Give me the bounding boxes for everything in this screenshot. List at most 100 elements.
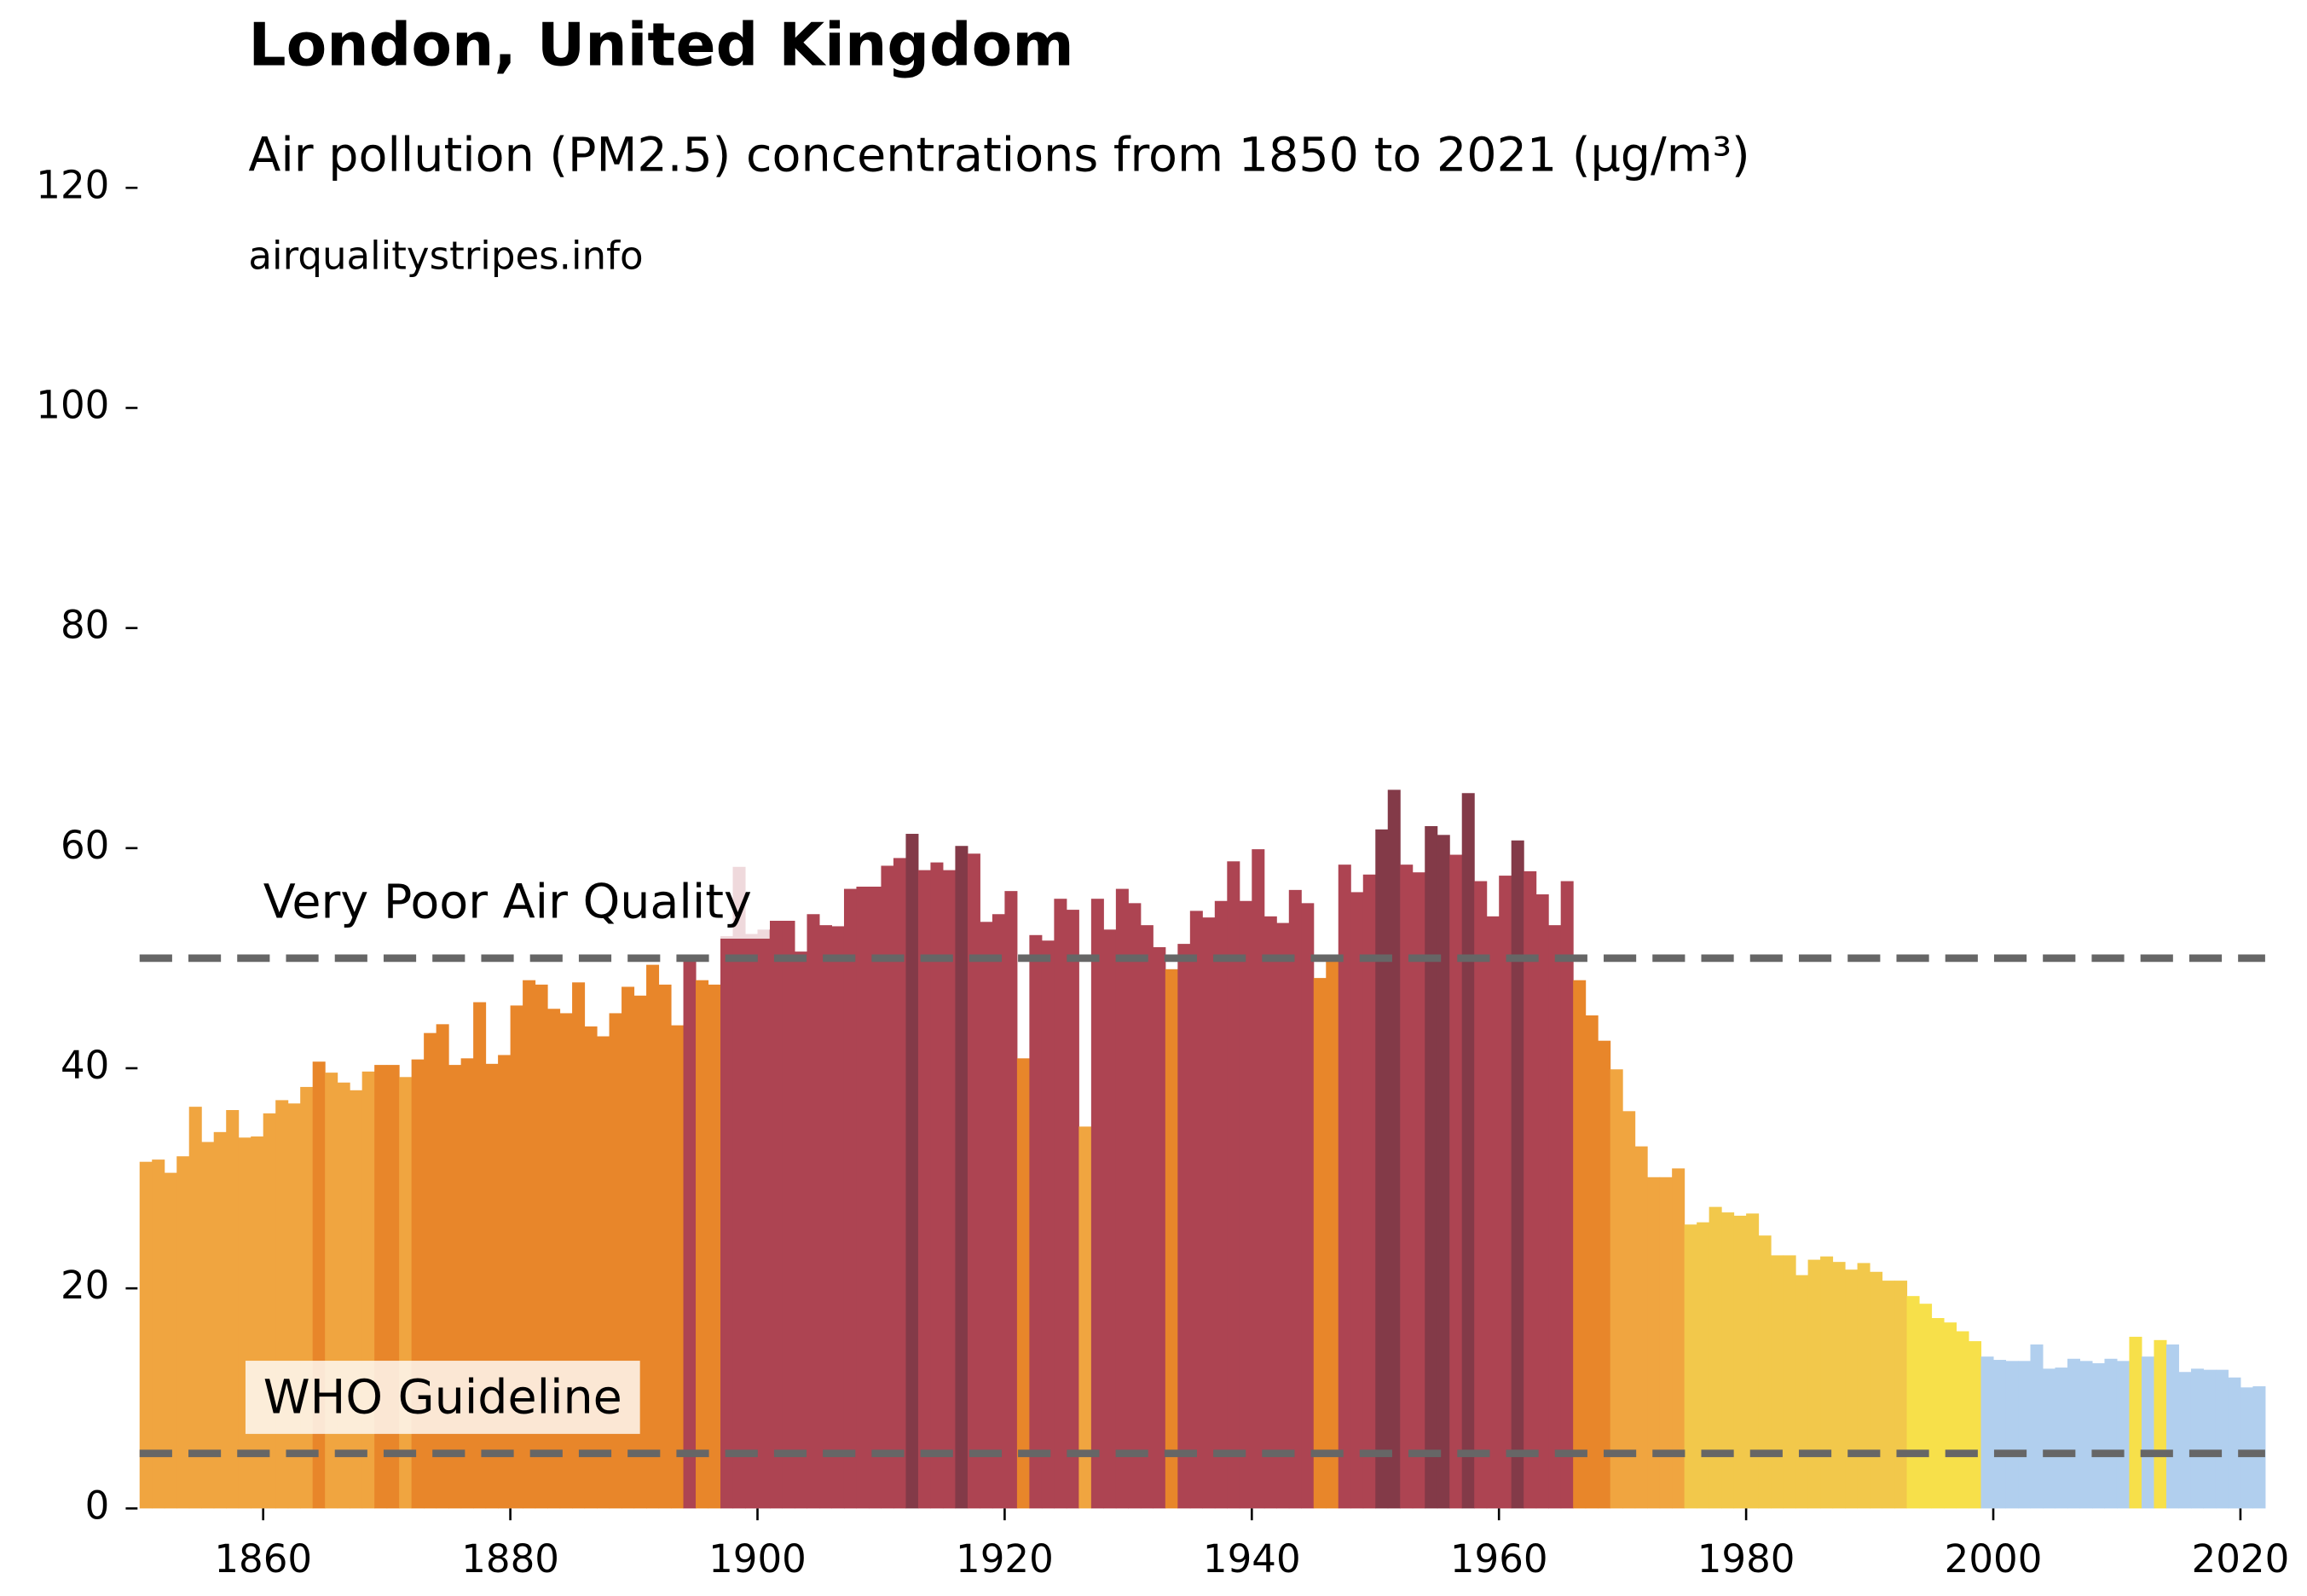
bar bbox=[782, 920, 795, 1509]
bar bbox=[1227, 861, 1240, 1509]
bar bbox=[807, 914, 820, 1509]
bar bbox=[942, 870, 956, 1509]
x-tick-label: 1960 bbox=[1450, 1536, 1548, 1582]
bar bbox=[1486, 916, 1500, 1509]
bar bbox=[485, 1063, 499, 1509]
bar bbox=[1412, 872, 1425, 1509]
bar bbox=[1499, 876, 1512, 1509]
bar bbox=[868, 886, 882, 1509]
x-tick-label: 1980 bbox=[1697, 1536, 1795, 1582]
bar bbox=[2240, 1387, 2253, 1509]
x-tick-label: 1940 bbox=[1203, 1536, 1301, 1582]
bar bbox=[1511, 840, 1524, 1509]
bar bbox=[1326, 960, 1339, 1509]
bar bbox=[226, 1110, 240, 1509]
bar bbox=[1524, 870, 1537, 1509]
bar bbox=[1387, 789, 1401, 1509]
bar bbox=[967, 853, 980, 1509]
bar bbox=[2228, 1377, 2241, 1509]
bar bbox=[287, 1103, 301, 1509]
bar bbox=[1709, 1206, 1722, 1509]
chart-subtitle: Air pollution (PM2.5) concentrations fro… bbox=[248, 128, 1749, 183]
bar bbox=[1115, 888, 1129, 1509]
bar bbox=[1029, 934, 1043, 1509]
bar bbox=[818, 925, 832, 1509]
bar bbox=[460, 1058, 474, 1509]
bar bbox=[683, 956, 697, 1509]
bar bbox=[1993, 1360, 2007, 1509]
bar bbox=[2178, 1372, 2192, 1509]
bar bbox=[213, 1131, 227, 1509]
bar bbox=[1535, 894, 1549, 1509]
bar bbox=[1894, 1281, 1908, 1509]
bar bbox=[745, 934, 759, 1509]
bar bbox=[2055, 1368, 2068, 1509]
bar bbox=[1944, 1322, 1957, 1509]
y-tick-label: 80 bbox=[61, 603, 109, 648]
bar bbox=[584, 1026, 598, 1509]
bar bbox=[2165, 1344, 2179, 1509]
y-tick-label: 0 bbox=[85, 1483, 110, 1528]
bar bbox=[1832, 1262, 1846, 1509]
bar bbox=[2215, 1369, 2229, 1509]
bar bbox=[992, 914, 1005, 1509]
reference-label-box bbox=[245, 865, 770, 939]
bar bbox=[1882, 1281, 1895, 1509]
bar bbox=[1684, 1224, 1697, 1509]
bar bbox=[1610, 1069, 1623, 1509]
bar bbox=[831, 926, 845, 1509]
bar bbox=[1845, 1269, 1859, 1509]
bar bbox=[1252, 849, 1265, 1509]
bar bbox=[1820, 1256, 1834, 1509]
bar bbox=[1870, 1271, 1883, 1509]
bar bbox=[980, 922, 993, 1509]
bar bbox=[893, 858, 906, 1509]
bar bbox=[350, 1090, 363, 1509]
reference-label: WHO Guideline bbox=[263, 1369, 622, 1425]
bar bbox=[312, 1061, 326, 1509]
bar bbox=[1288, 889, 1302, 1509]
bar bbox=[1721, 1212, 1735, 1509]
y-tick-label: 60 bbox=[61, 823, 109, 868]
bar bbox=[2129, 1336, 2142, 1509]
bar bbox=[1189, 911, 1203, 1509]
bar bbox=[2042, 1368, 2056, 1509]
bar bbox=[1437, 835, 1450, 1509]
bar bbox=[2067, 1358, 2081, 1509]
bar bbox=[1461, 793, 1475, 1509]
bar bbox=[720, 936, 734, 1509]
bar bbox=[2252, 1386, 2266, 1509]
bar bbox=[597, 1036, 610, 1509]
bar bbox=[1548, 925, 1562, 1509]
bar bbox=[361, 1071, 375, 1509]
bar bbox=[856, 886, 870, 1509]
bar bbox=[609, 1013, 622, 1509]
bar bbox=[1153, 946, 1166, 1509]
bar bbox=[559, 1013, 573, 1509]
bar bbox=[325, 1073, 338, 1509]
chart-source: airqualitystripes.info bbox=[248, 234, 643, 279]
bar bbox=[2104, 1358, 2118, 1509]
bar bbox=[1202, 917, 1216, 1509]
bar bbox=[1016, 1058, 1030, 1509]
bar bbox=[275, 1100, 289, 1509]
bar bbox=[2005, 1361, 2019, 1509]
bar bbox=[708, 984, 721, 1509]
bar bbox=[696, 980, 709, 1509]
bar bbox=[1697, 1222, 1710, 1509]
x-tick-label: 1920 bbox=[956, 1536, 1054, 1582]
bar bbox=[139, 1161, 153, 1509]
bar bbox=[201, 1142, 215, 1509]
bar bbox=[300, 1086, 314, 1509]
x-tick-label: 2000 bbox=[1945, 1536, 2043, 1582]
bar bbox=[1659, 1177, 1673, 1509]
bar bbox=[1103, 929, 1117, 1509]
bar bbox=[1350, 892, 1364, 1509]
bar bbox=[917, 870, 931, 1509]
bar bbox=[1214, 900, 1228, 1509]
bar bbox=[1449, 854, 1463, 1509]
bar bbox=[448, 1065, 462, 1509]
bar bbox=[905, 834, 919, 1509]
bar bbox=[176, 1156, 190, 1509]
bar bbox=[1140, 925, 1154, 1509]
